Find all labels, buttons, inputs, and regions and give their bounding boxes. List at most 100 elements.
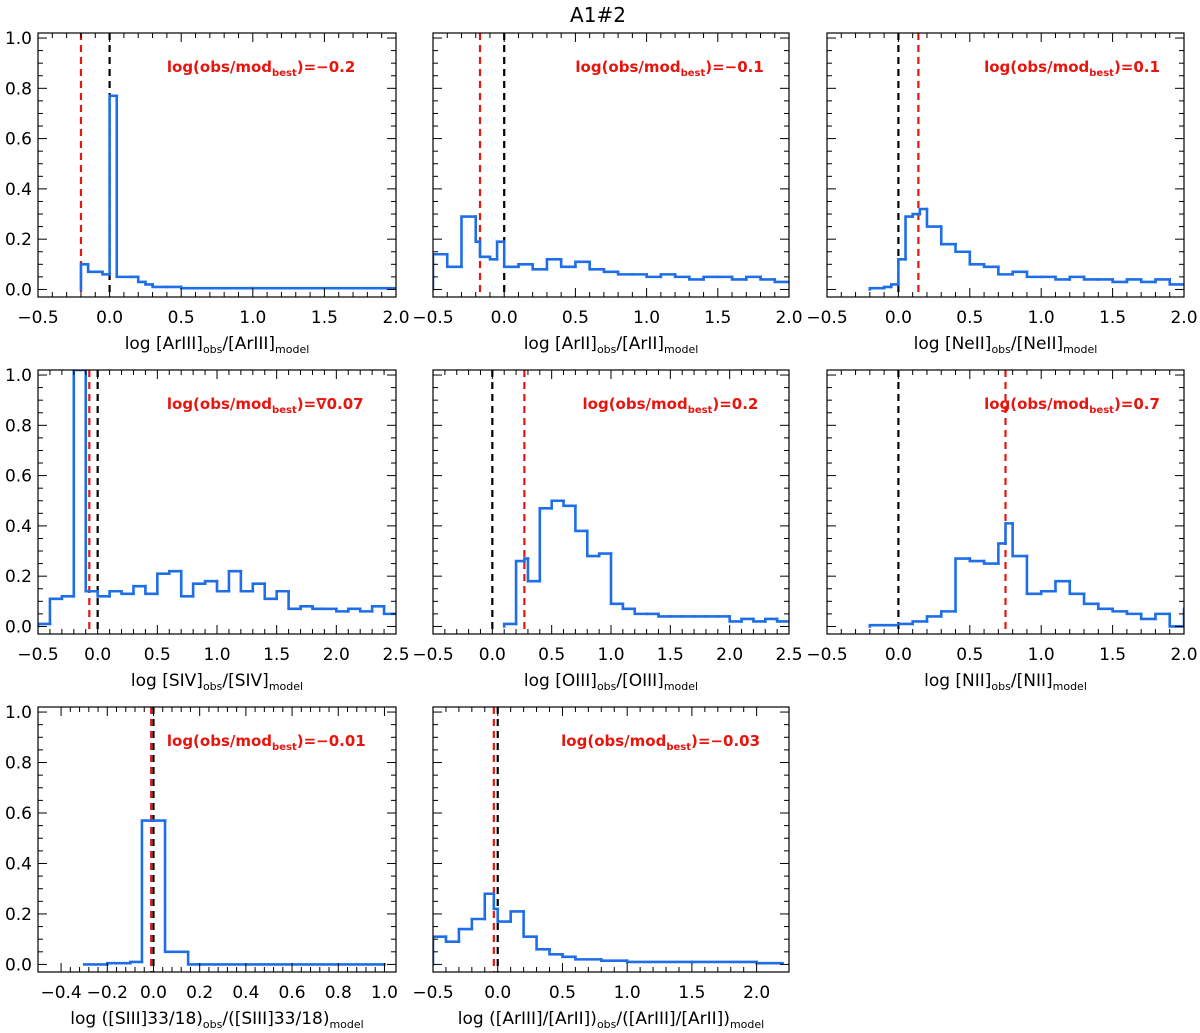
x-tick-label: 0.0 [491,308,518,328]
x-tick-label: 2.5 [775,645,802,665]
histogram-bin [702,275,720,281]
best-model-annotation: log(obs/modbest)=0.2 [583,395,759,416]
x-tick-label: 1.5 [1099,645,1126,665]
histogram-bin [445,252,463,269]
histogram-bin [897,257,907,286]
histogram-bin [531,263,549,271]
x-tick-label: 1.0 [614,983,641,1003]
x-tick-label: 0.5 [144,645,171,665]
histogram-bin [616,270,634,276]
histogram-bin [968,557,986,563]
y-tick-label: 0.0 [5,280,32,300]
histogram-bin [1168,612,1184,628]
histogram-panel-3: −0.5 0.0 0.5 1.0 1.5 2.0 log [NeII]obs/[NeII]m… [806,32,1198,356]
y-tick-label: 1.0 [5,703,32,723]
best-model-annotation: log(obs/modbest)=−0.01 [167,732,366,753]
histogram-bin [625,959,694,964]
histogram-bin [129,960,144,965]
histogram-panel-1: −0.5 0.0 0.5 1.0 1.5 2.0 0.0 0.2 0.4 0.6 0.8 1.0 log… [5,29,410,356]
histogram-bin [1168,278,1184,286]
histogram-bin [335,607,350,613]
histogram-bin [911,212,922,218]
histogram-bin [585,529,601,558]
x-tick-label: 0.5 [168,308,195,328]
x-tick-label: 1.0 [1028,645,1055,665]
x-tick-label: −0.5 [412,645,453,665]
histogram-bin [659,273,677,279]
histogram-bin [550,499,565,510]
y-tick-label: 0.6 [5,467,32,487]
histogram-bin [470,917,487,931]
histogram-bin [488,255,499,261]
x-tick-label: −0.5 [806,308,847,328]
best-model-annotation: log(obs/modbest)=−0.03 [561,732,760,753]
histogram-bin [191,582,207,598]
histogram-bin [1111,278,1129,284]
plot-area [491,370,789,634]
x-axis-label: log ([ArIII]/[ArII])obs/([ArIII]/[ArII])… [458,1009,764,1031]
histogram-bin [120,589,135,596]
histogram-bin [918,207,929,216]
x-tick-label: 0.0 [84,645,111,665]
histogram-bin [1054,275,1072,281]
x-axis-label: log [OIII]obs/[OIII]model [524,671,698,693]
x-tick-label: 0.5 [956,308,983,328]
histogram-bin [609,552,625,606]
x-tick-label: 0.5 [956,645,983,665]
histogram-bin [730,275,748,281]
histogram-bin [444,935,461,944]
x-axis-label: log [NII]obs/[NII]model [924,671,1087,693]
histogram-bin [84,370,99,593]
histogram-bin [535,935,551,951]
x-tick-label: 0.0 [479,645,506,665]
x-tick-label: 2.0 [716,645,743,665]
y-tick-label: 0.6 [5,804,32,824]
histogram-bin [1154,278,1172,284]
histogram-bin [562,499,577,508]
y-tick-label: 0.2 [5,905,32,925]
y-tick-label: 1.0 [5,29,32,49]
best-model-annotation: log(obs/modbest)=−0.1 [575,58,763,79]
histogram-bin [954,242,972,254]
x-tick-label: 0.0 [484,983,511,1003]
histogram-bin [227,569,243,593]
x-tick-label: 0.5 [538,645,565,665]
x-tick-label: 0.5 [562,308,589,328]
histogram-panel-7: −0.4 −0.2 0.0 0.2 0.4 0.6 0.8 1.0 0.0 0.2 0.4 0.6 0.… [5,703,398,1031]
histogram-bin [167,569,183,575]
histogram-bin [478,240,492,259]
x-tick-label: 0.8 [325,983,352,1003]
histogram-bin [115,94,133,279]
histogram-bin [548,947,564,956]
histogram-bin [728,615,743,623]
histogram-bin [559,257,577,269]
best-model-annotation: log(obs/modbest)=0.7 [984,395,1160,416]
histogram-bin [882,285,893,290]
x-tick-label: −0.5 [806,645,847,665]
histogram-bin [433,935,448,966]
best-model-annotation: log(obs/modbest)=∇0.07 [167,395,364,416]
y-tick-label: 0.2 [5,230,32,250]
histogram-bin [1139,278,1157,284]
x-tick-label: 1.0 [633,308,660,328]
x-tick-label: 2.0 [775,308,802,328]
histogram-bin [502,240,520,269]
histogram-bin [144,584,159,596]
x-axis-label: log ([SIII]33/18)obs/([SIII]33/18)model [70,1009,363,1031]
histogram-bin [275,589,290,601]
histogram-bin [457,927,474,944]
x-tick-label: 1.0 [203,645,230,665]
histogram-bin [101,270,111,276]
histogram-bin [982,559,1000,565]
x-tick-label: 1.5 [1099,308,1126,328]
histogram-bin [545,257,563,271]
histogram-bin [38,622,52,628]
x-tick-label: 1.0 [1028,308,1055,328]
histogram-bin [108,589,123,598]
figure-title: A1#2 [570,3,626,27]
histogram-bin [889,283,900,289]
histogram-bin [1082,592,1100,606]
x-tick-label: 1.0 [239,308,266,328]
x-tick-label: 2.0 [323,645,350,665]
histogram-bin [954,557,972,613]
